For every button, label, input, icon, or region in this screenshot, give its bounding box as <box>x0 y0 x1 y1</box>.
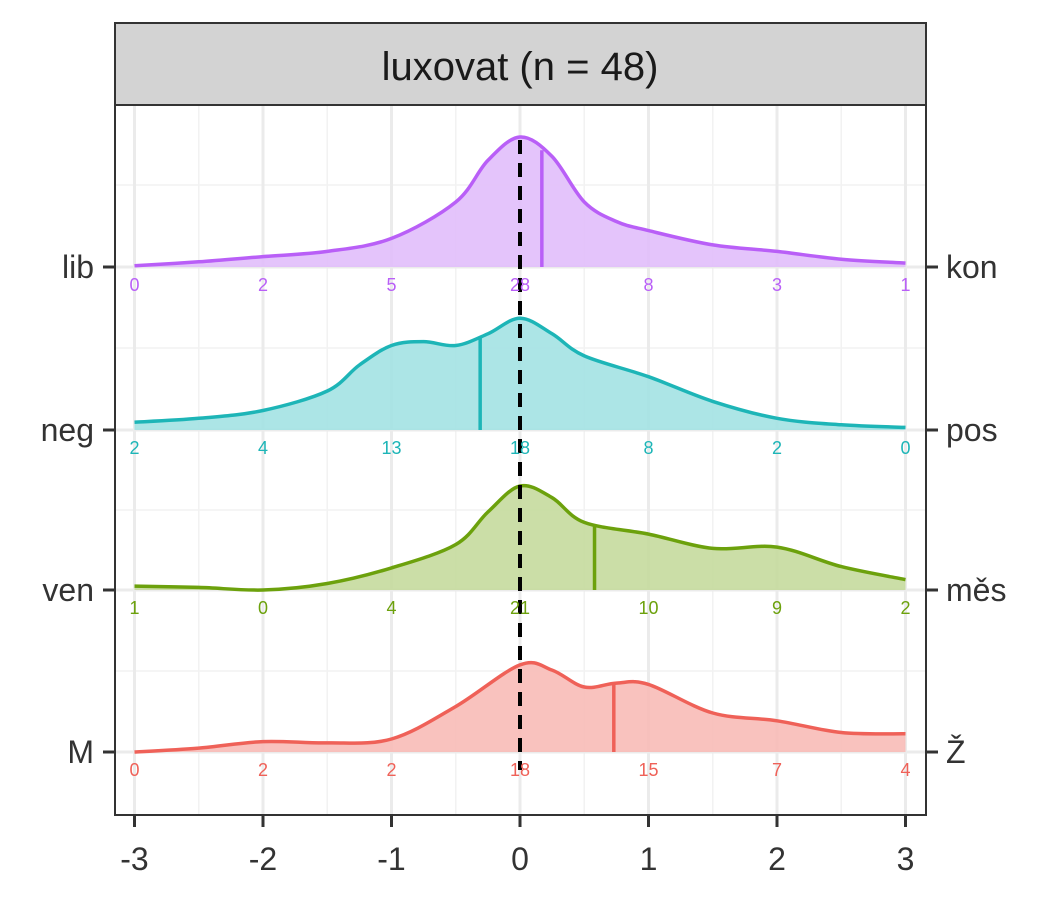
x-axis-tick-label: -2 <box>249 841 277 877</box>
ridge-line-M <box>134 660 906 754</box>
right-axis-label: kon <box>946 249 998 285</box>
ridge-line-neg <box>134 316 906 430</box>
count-label: 1 <box>129 598 139 618</box>
count-label: 5 <box>386 275 396 295</box>
right-axis-label: měs <box>946 572 1006 608</box>
count-label: 7 <box>772 760 782 780</box>
count-label: 2 <box>258 760 268 780</box>
left-axis-label: lib <box>62 249 94 285</box>
count-label: 15 <box>638 760 658 780</box>
ridge-area-lib <box>134 136 906 267</box>
x-axis-tick-label: 3 <box>897 841 915 877</box>
chart-title: luxovat (n = 48) <box>382 45 659 89</box>
left-axis: lib neg ven M <box>41 249 115 770</box>
x-axis-tick-label: 2 <box>768 841 786 877</box>
count-label: 2 <box>129 438 139 458</box>
left-axis-label: M <box>67 734 94 770</box>
left-axis-label: ven <box>42 572 94 608</box>
count-label: 3 <box>772 275 782 295</box>
left-axis-label: neg <box>41 412 94 448</box>
count-label: 4 <box>258 438 268 458</box>
count-label: 18 <box>510 438 530 458</box>
count-label: 2 <box>772 438 782 458</box>
ridge-area-M <box>134 662 906 752</box>
ridge-line-lib <box>134 135 906 268</box>
x-axis-tick-label: -3 <box>120 841 148 877</box>
x-axis: -3 -2 -1 0 1 2 3 <box>120 815 914 877</box>
count-label: 1 <box>900 275 910 295</box>
count-label: 0 <box>900 438 910 458</box>
strip-background <box>114 22 927 106</box>
right-axis-label: Ž <box>946 734 966 770</box>
right-axis: kon pos měs Ž <box>926 249 1006 770</box>
count-label: 21 <box>510 598 530 618</box>
count-label: 2 <box>386 760 396 780</box>
count-label: 2 <box>258 275 268 295</box>
x-axis-tick-label: 0 <box>511 841 529 877</box>
x-axis-tick-label: 1 <box>640 841 658 877</box>
count-label: 13 <box>381 438 401 458</box>
count-label: 0 <box>129 275 139 295</box>
count-label: 9 <box>772 598 782 618</box>
count-label: 0 <box>258 598 268 618</box>
count-label: 2 <box>900 598 910 618</box>
count-label: 4 <box>900 760 910 780</box>
count-label: 28 <box>510 275 530 295</box>
count-label: 10 <box>638 598 658 618</box>
count-label: 8 <box>643 275 653 295</box>
count-label: 0 <box>129 760 139 780</box>
count-labels: 0 2 5 28 8 3 12 4 13 18 8 2 01 0 4 21 10 9 20 2 2 18 15 7 4 <box>129 275 910 780</box>
count-label: 8 <box>643 438 653 458</box>
right-axis-label: pos <box>946 412 998 448</box>
x-axis-tick-label: -1 <box>377 841 405 877</box>
count-label: 18 <box>510 760 530 780</box>
count-label: 4 <box>386 598 396 618</box>
